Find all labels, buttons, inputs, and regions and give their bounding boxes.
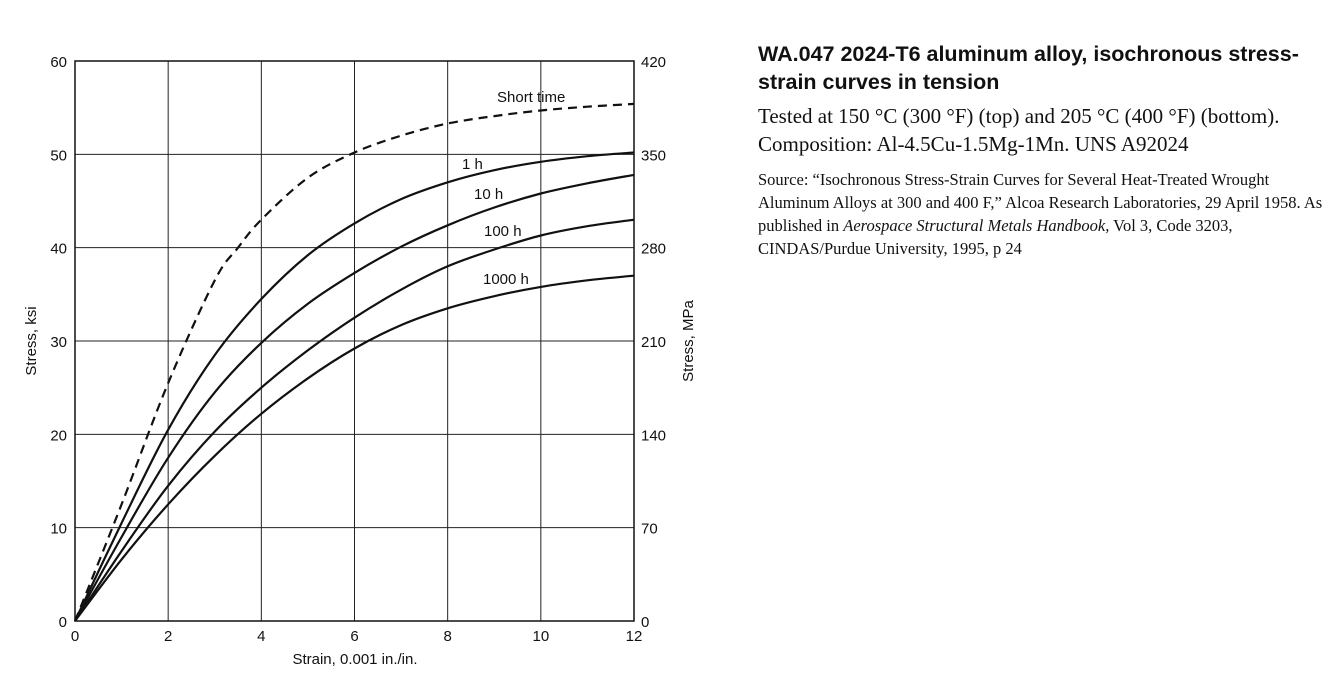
y-tick-label-left: 50 — [50, 147, 67, 164]
y-tick-label-right: 350 — [641, 147, 666, 164]
x-axis-label: Strain, 0.001 in./in. — [292, 651, 417, 668]
plot-frame — [74, 60, 635, 622]
series-layer — [73, 102, 635, 622]
y-tick-label-right: 70 — [641, 521, 658, 538]
curve-labels: Short time 1 h 10 h 100 h 1000 h — [462, 89, 565, 288]
x-tick-label: 4 — [257, 628, 265, 645]
caption-source: Source: “Isochronous Stress-Strain Curve… — [758, 168, 1323, 260]
x-tick-label: 8 — [443, 628, 451, 645]
y-tick-label-right: 140 — [641, 427, 666, 444]
x-tick-label: 12 — [626, 628, 643, 645]
y-tick-label-right: 0 — [641, 614, 649, 631]
y-tick-label-left: 0 — [59, 614, 67, 631]
x-tick-label: 6 — [350, 628, 358, 645]
series-line-10-h — [74, 173, 635, 622]
y-axis-label-right: Stress, MPa — [680, 299, 697, 381]
y-tick-label-left: 20 — [50, 427, 67, 444]
curve-label-1h: 1 h — [462, 156, 483, 173]
stress-strain-chart: 0 2 4 6 8 10 120102030405060070140210280350420… — [23, 54, 697, 668]
x-tick-label: 10 — [532, 628, 549, 645]
series-line-1-h — [74, 151, 635, 622]
source-text-suffix: Vol 3, Code 3203, CINDAS/Purdue Universi… — [758, 216, 1233, 258]
y-tick-label-left: 40 — [50, 241, 67, 258]
curve-label-short-time: Short time — [497, 89, 565, 106]
grid-lines — [74, 60, 635, 622]
curve-label-10h: 10 h — [474, 186, 503, 203]
series-line-100-h — [74, 218, 635, 622]
x-tick-label: 2 — [164, 628, 172, 645]
source-text-italic: Aerospace Structural Metals Handbook, — [843, 216, 1110, 235]
series-line-1000-h — [74, 274, 635, 622]
y-tick-label-left: 10 — [50, 521, 67, 538]
y-axis-label-left: Stress, ksi — [23, 306, 40, 375]
caption-description: Tested at 150 °C (300 °F) (top) and 205 … — [758, 104, 1280, 156]
y-tick-label-right: 210 — [641, 334, 666, 351]
y-tick-label-left: 60 — [50, 54, 67, 71]
caption-title: WA.047 2024-T6 aluminum alloy, isochrono… — [758, 42, 1299, 94]
source-text-prefix: Source: “Isochronous Stress-Strain Curve… — [758, 170, 1323, 235]
y-tick-label-right: 420 — [641, 54, 666, 71]
x-tick-label: 0 — [71, 628, 79, 645]
series-line-short-time — [73, 102, 635, 622]
figure-caption: WA.047 2024-T6 aluminum alloy, isochrono… — [758, 40, 1323, 260]
curve-label-1000h: 1000 h — [483, 271, 529, 288]
curve-label-100h: 100 h — [484, 223, 522, 240]
y-tick-label-right: 280 — [641, 241, 666, 258]
y-tick-label-left: 30 — [50, 334, 67, 351]
